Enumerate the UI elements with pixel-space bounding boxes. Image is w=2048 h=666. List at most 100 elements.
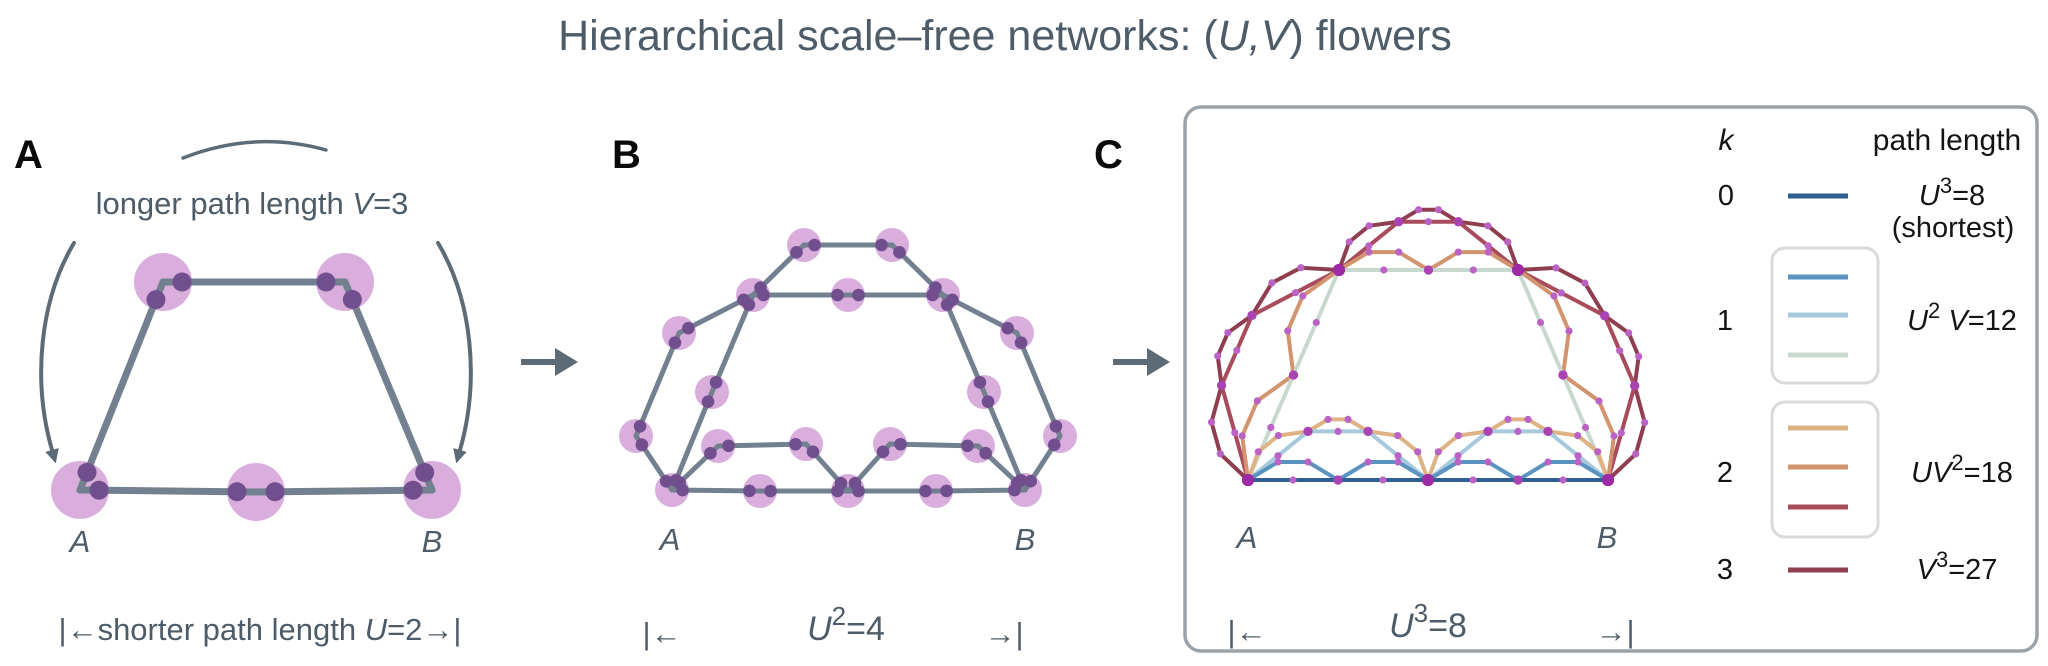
path-node-dot <box>1394 432 1402 440</box>
edge-endpoint-dot <box>764 484 777 498</box>
path-node-dot <box>1424 218 1433 226</box>
edge-endpoint-dot <box>668 336 682 349</box>
path-node-dot <box>1268 279 1276 287</box>
panel-c-letter: C <box>1094 133 1123 177</box>
transform-arrow-icon <box>521 348 578 376</box>
edge-endpoint-dot <box>876 445 890 459</box>
legend-group-box <box>1770 246 1880 385</box>
path-node-dot <box>1543 426 1553 436</box>
edge-endpoint-dot <box>633 420 647 433</box>
edge-endpoint-dot <box>893 246 906 259</box>
edge-endpoint-dot <box>981 395 995 408</box>
legend-header-k: k <box>1719 124 1736 157</box>
edge-endpoint-dot <box>875 238 888 252</box>
path-node-dot <box>1254 448 1262 456</box>
path-node-dot <box>1434 448 1442 456</box>
path-node-dot <box>1484 248 1492 256</box>
path-node-dot <box>1291 289 1300 297</box>
edge-endpoint-dot <box>146 290 166 310</box>
cycle-arc <box>181 139 328 160</box>
edge-endpoint-dot <box>415 462 435 482</box>
path-node-dot <box>1454 458 1462 466</box>
flower-edge <box>709 292 756 395</box>
path-node-dot <box>1299 292 1307 300</box>
measure-right: →| <box>1595 614 1634 649</box>
legend-header-path-length: path length <box>1873 124 2021 157</box>
path-node-dot <box>1253 397 1261 405</box>
path-node-dot <box>1536 318 1545 327</box>
edge-endpoint-dot <box>1049 420 1063 433</box>
shorter-path-annotation: |←shorter path length U=2→| <box>59 612 462 647</box>
measure-formula: U3=8 <box>1389 598 1467 645</box>
legend-formula: U2 V=12 <box>1907 298 2017 338</box>
edge-endpoint-dot <box>961 439 974 453</box>
edge-endpoint-dot <box>852 288 865 302</box>
path-node-dot <box>1454 452 1462 460</box>
flower-graph-gen3-nodes <box>1207 206 1649 486</box>
measure-right: →| <box>984 616 1023 651</box>
flower-edge <box>633 330 682 439</box>
edge-endpoint-dot <box>659 474 673 488</box>
path-node-dot <box>1217 380 1227 390</box>
path-node-dot <box>1394 458 1402 466</box>
path-node-dot <box>1434 206 1442 214</box>
flower-edge <box>76 486 260 496</box>
path-node-dot <box>1304 458 1312 466</box>
edge-endpoint-dot <box>973 376 987 389</box>
edge-endpoint-dot <box>342 290 362 310</box>
flower-graph-gen2 <box>619 228 1077 508</box>
path-node-dot <box>1512 264 1524 276</box>
path-node-dot <box>1207 418 1216 426</box>
edge-endpoint-dot <box>635 438 649 452</box>
path-node-dot <box>1635 352 1643 360</box>
flower-edge <box>341 278 436 494</box>
legend-formula: V3=27 <box>1917 547 1998 587</box>
path-node-dot <box>1379 476 1387 484</box>
panel-b-letter: B <box>612 133 641 177</box>
path-node-dot <box>1594 448 1602 456</box>
path-node-dot <box>1365 242 1373 250</box>
edge-endpoint-dot <box>722 439 735 453</box>
path-node-dot <box>1504 415 1512 423</box>
path-node-dot <box>1574 432 1582 440</box>
flower-edge <box>252 486 436 496</box>
path-node-dot <box>1267 423 1275 432</box>
edge-endpoint-dot <box>808 238 821 252</box>
path-node-dot <box>1365 248 1373 256</box>
edge-endpoint-dot <box>894 437 907 451</box>
panel-c-box <box>1183 105 2039 653</box>
path-node-dot <box>1514 427 1522 435</box>
path-node-dot <box>1274 458 1282 466</box>
edge-endpoint-dot <box>743 484 756 498</box>
path-node-dot <box>1365 222 1373 230</box>
edge-endpoint-dot <box>1047 438 1061 452</box>
measure-left: |← <box>1227 614 1266 649</box>
path-node-dot <box>1581 279 1589 287</box>
path-node-dot <box>1312 318 1320 327</box>
path-node-dot <box>1333 475 1343 485</box>
legend-k-value: 2 <box>1717 457 1733 489</box>
node-a-label: A <box>68 524 91 559</box>
node-a-label: A <box>1235 520 1258 555</box>
path-node-dot <box>1544 458 1552 466</box>
path-node-dot <box>1484 242 1492 250</box>
edge-endpoint-dot <box>946 293 959 307</box>
path-node-dot <box>1595 397 1603 405</box>
flower-edge <box>981 389 1028 493</box>
path-node-dot <box>1558 370 1568 380</box>
edge-endpoint-dot <box>940 484 953 498</box>
path-node-dot <box>1380 266 1388 274</box>
path-node-dot <box>1454 432 1462 440</box>
path-node-dot <box>1550 292 1558 300</box>
path-node-dot <box>1469 476 1477 484</box>
path-node-dot <box>1247 310 1257 320</box>
path-node-dot <box>1289 476 1297 484</box>
edge-endpoint-dot <box>316 272 336 292</box>
path-node-dot <box>1216 450 1224 458</box>
path-k3-vvv <box>1209 207 1647 482</box>
panel-a: A longer path length V=3 A B |←shorter p… <box>14 133 473 647</box>
node-b-label: B <box>1597 520 1618 555</box>
path-node-dot <box>1297 264 1305 272</box>
node-b-label: B <box>1015 522 1036 557</box>
edge-endpoint-dot <box>737 293 750 307</box>
